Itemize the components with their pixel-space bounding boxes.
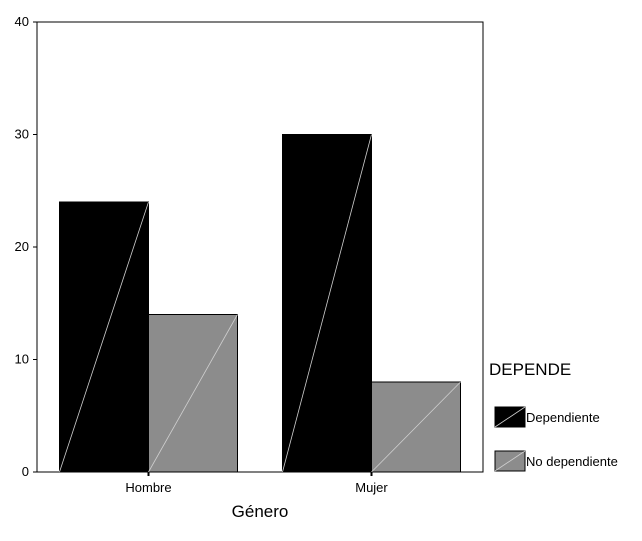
legend-swatch-hatch [494,450,526,472]
y-tick-label: 30 [15,127,29,142]
legend-swatch-hatch [494,406,526,428]
bar-hatch-line [371,381,461,473]
legend: Dependiente No dependiente [494,406,618,472]
bars-group [59,134,461,473]
y-tick-label: 20 [15,239,29,254]
legend-title: DEPENDE [489,360,571,379]
x-tick-label: Mujer [355,480,388,495]
y-tick-label: 0 [22,464,29,479]
x-tick-label: Hombre [125,480,171,495]
x-axis: Hombre Mujer [125,472,388,495]
bar-hatch-line [59,201,149,473]
y-tick-label: 40 [15,14,29,29]
y-tick-label: 10 [15,352,29,367]
y-axis: 0 10 20 30 40 [15,14,37,479]
bar-hatch-line [148,314,238,473]
legend-label: Dependiente [526,410,600,425]
x-axis-title: Género [232,502,289,521]
legend-label: No dependiente [526,454,618,469]
bar-hatch-line [282,134,372,473]
